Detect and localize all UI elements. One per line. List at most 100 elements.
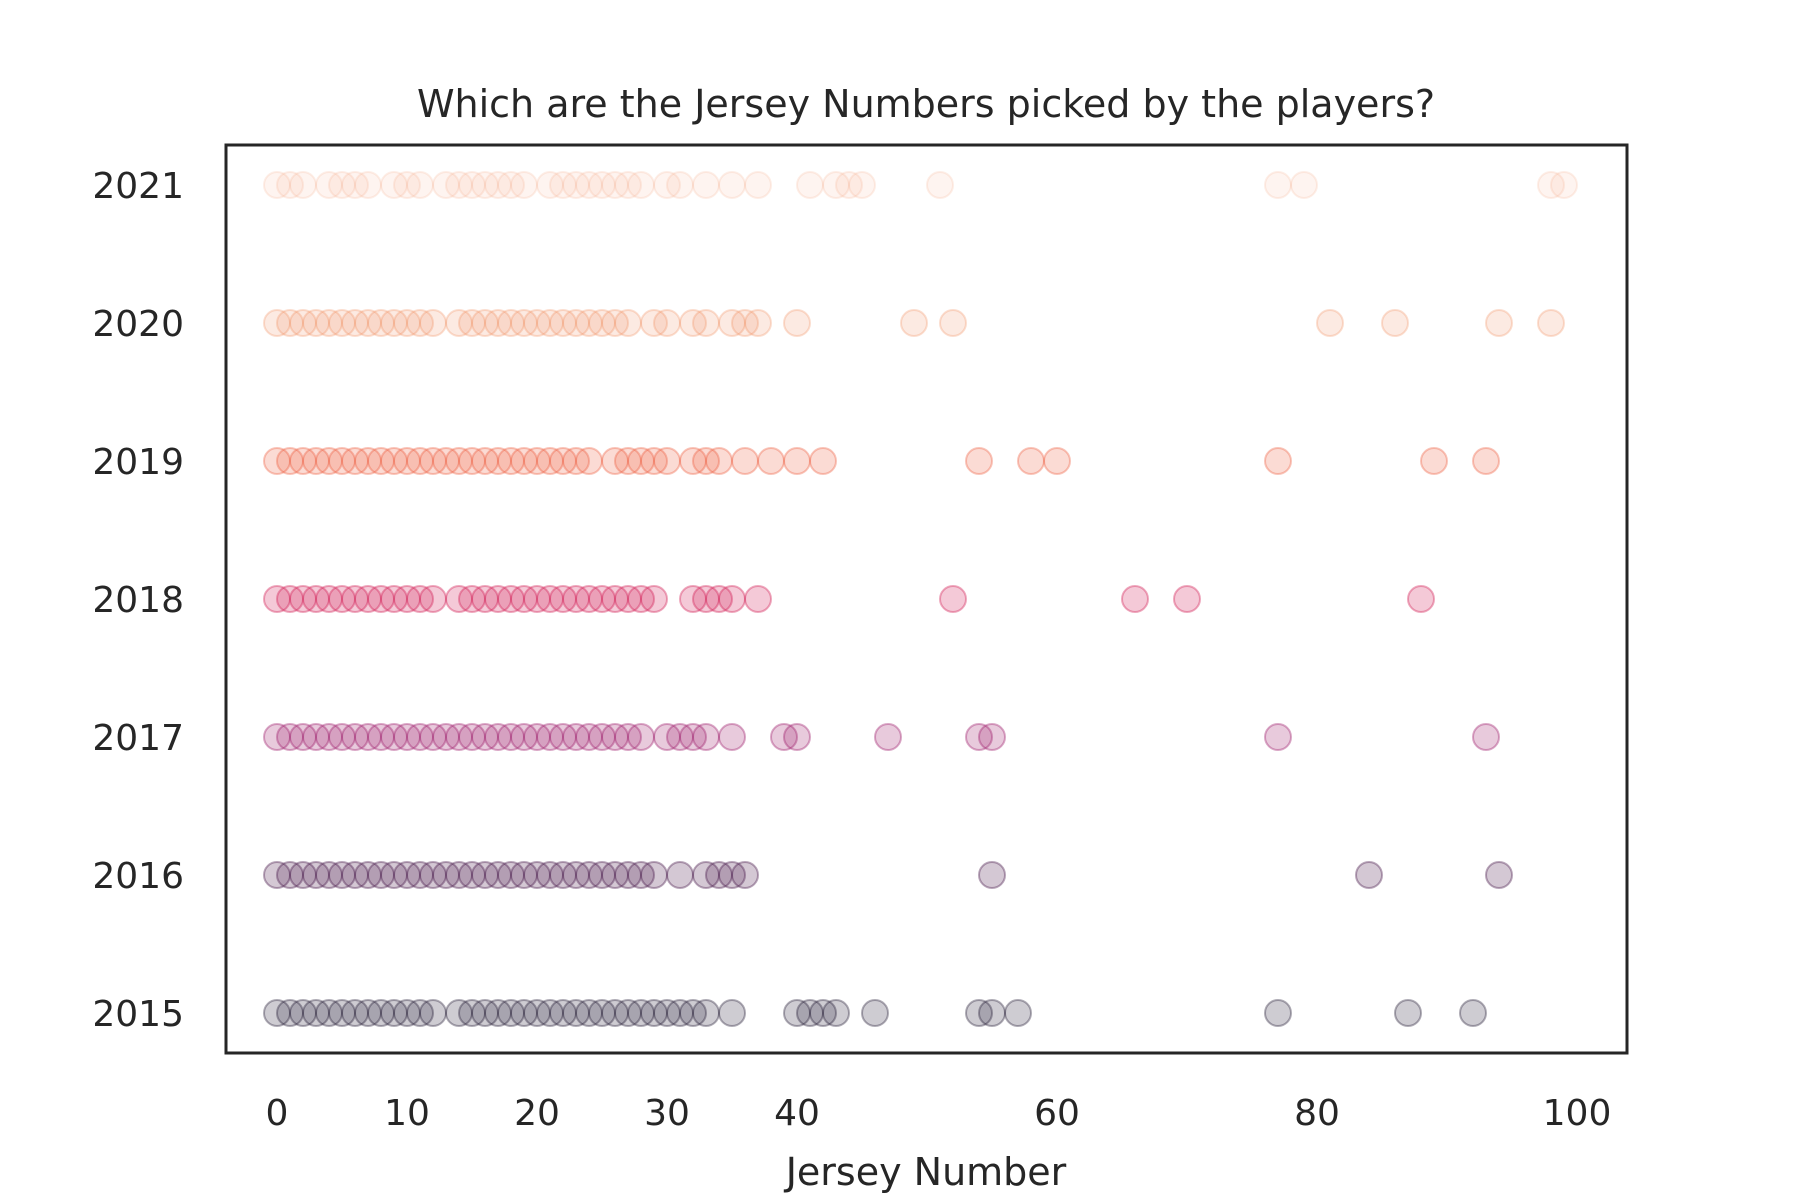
point-2021-41 [796, 171, 824, 199]
point-2019-4 [315, 447, 343, 475]
point-2015-87 [1394, 999, 1422, 1027]
point-2020-98 [1537, 309, 1565, 337]
point-2017-77 [1264, 723, 1292, 751]
point-2015-77 [1264, 999, 1292, 1027]
point-2019-26 [601, 447, 629, 475]
point-2019-32 [679, 447, 707, 475]
point-2021-19 [510, 171, 538, 199]
point-2015-25 [588, 999, 616, 1027]
point-2020-18 [497, 309, 525, 337]
point-2015-17 [484, 999, 512, 1027]
point-2020-94 [1485, 309, 1513, 337]
point-2020-49 [900, 309, 928, 337]
point-2019-23 [562, 447, 590, 475]
point-2017-47 [874, 723, 902, 751]
point-2016-15 [458, 861, 486, 889]
point-2015-35 [718, 999, 746, 1027]
point-2019-14 [445, 447, 473, 475]
point-2015-57 [1004, 999, 1032, 1027]
point-2021-35 [718, 171, 746, 199]
point-2015-14 [445, 999, 473, 1027]
point-2021-77 [1264, 171, 1292, 199]
point-2020-12 [419, 309, 447, 337]
point-2018-1 [276, 585, 304, 613]
point-2019-89 [1420, 447, 1448, 475]
point-2021-0 [263, 171, 291, 199]
point-2017-35 [718, 723, 746, 751]
point-2015-10 [393, 999, 421, 1027]
point-2017-39 [770, 723, 798, 751]
point-2018-34 [705, 585, 733, 613]
point-2018-17 [484, 585, 512, 613]
point-2019-40 [783, 447, 811, 475]
point-2016-29 [640, 861, 668, 889]
point-2021-9 [380, 171, 408, 199]
point-2021-28 [627, 171, 655, 199]
y-tick-label-2015: 2015 [92, 994, 184, 1035]
point-2017-23 [562, 723, 590, 751]
point-2018-19 [510, 585, 538, 613]
point-2015-20 [523, 999, 551, 1027]
point-2017-4 [315, 723, 343, 751]
point-2020-10 [393, 309, 421, 337]
y-tick-label-2021: 2021 [92, 166, 184, 207]
point-2016-16 [471, 861, 499, 889]
y-tick-label-2017: 2017 [92, 718, 184, 759]
point-2017-9 [380, 723, 408, 751]
point-2017-32 [679, 723, 707, 751]
point-2015-30 [653, 999, 681, 1027]
point-2016-31 [666, 861, 694, 889]
point-2020-25 [588, 309, 616, 337]
point-2015-6 [341, 999, 369, 1027]
point-2019-18 [497, 447, 525, 475]
point-2018-9 [380, 585, 408, 613]
point-2017-1 [276, 723, 304, 751]
point-2015-16 [471, 999, 499, 1027]
point-2018-3 [302, 585, 330, 613]
point-2017-17 [484, 723, 512, 751]
point-2021-33 [692, 171, 720, 199]
point-2019-36 [731, 447, 759, 475]
point-2017-27 [614, 723, 642, 751]
point-2020-40 [783, 309, 811, 337]
x-axis-label: Jersey Number [784, 1150, 1067, 1194]
point-2017-28 [627, 723, 655, 751]
point-2016-9 [380, 861, 408, 889]
point-2018-5 [328, 585, 356, 613]
y-tick-label-2018: 2018 [92, 580, 184, 621]
point-2020-17 [484, 309, 512, 337]
point-2019-24 [575, 447, 603, 475]
point-2021-23 [562, 171, 590, 199]
point-2015-27 [614, 999, 642, 1027]
point-2020-3 [302, 309, 330, 337]
point-2021-18 [497, 171, 525, 199]
point-2017-7 [354, 723, 382, 751]
point-2019-38 [757, 447, 785, 475]
point-2018-22 [549, 585, 577, 613]
point-2019-13 [432, 447, 460, 475]
point-2017-22 [549, 723, 577, 751]
point-2016-23 [562, 861, 590, 889]
point-2019-30 [653, 447, 681, 475]
point-2015-22 [549, 999, 577, 1027]
point-2019-9 [380, 447, 408, 475]
point-2016-34 [705, 861, 733, 889]
point-2019-28 [627, 447, 655, 475]
point-2016-33 [692, 861, 720, 889]
point-2020-52 [939, 309, 967, 337]
point-2017-30 [653, 723, 681, 751]
point-2016-55 [978, 861, 1006, 889]
point-2016-17 [484, 861, 512, 889]
point-2019-10 [393, 447, 421, 475]
point-2020-7 [354, 309, 382, 337]
y-tick-labels: 2021 2020 2019 2018 2017 2016 2015 [92, 166, 184, 1035]
point-2020-11 [406, 309, 434, 337]
point-2016-28 [627, 861, 655, 889]
points-layer [263, 171, 1578, 1027]
point-2021-15 [458, 171, 486, 199]
point-2016-5 [328, 861, 356, 889]
point-2019-16 [471, 447, 499, 475]
x-tick-label-10: 10 [384, 1093, 430, 1134]
